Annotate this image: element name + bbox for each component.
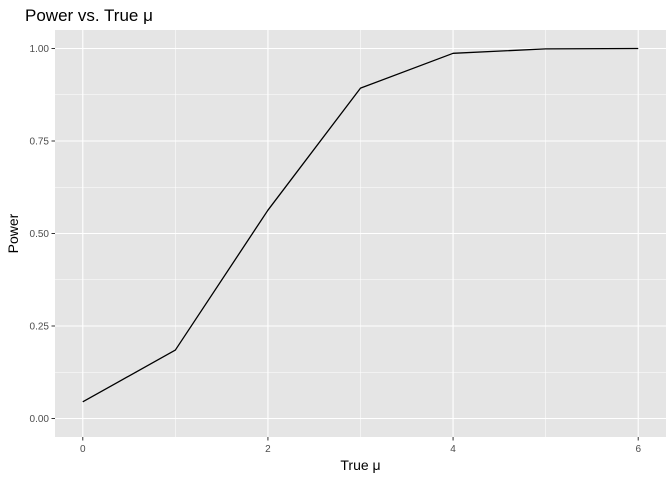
major-gridlines xyxy=(55,30,666,437)
y-tick-label: 0.50 xyxy=(30,229,50,240)
y-axis-title: Power xyxy=(5,213,21,253)
series-line xyxy=(82,47,639,403)
series-layer xyxy=(82,47,639,403)
x-axis: 0 2 4 6 xyxy=(80,437,641,455)
x-tick-label: 2 xyxy=(265,444,271,455)
x-tick-label: 4 xyxy=(450,444,456,455)
y-tick-label: 0.75 xyxy=(30,137,50,148)
x-tick-label: 6 xyxy=(635,444,641,455)
y-tick-label: 0.25 xyxy=(30,322,50,333)
x-tick-label: 0 xyxy=(80,444,86,455)
y-tick-label: 0.00 xyxy=(30,414,50,425)
y-tick-label: 1.00 xyxy=(30,44,50,55)
chart-title: Power vs. True μ xyxy=(25,6,153,25)
y-axis: 0.00 0.25 0.50 0.75 1.00 xyxy=(30,44,55,425)
x-axis-title: True μ xyxy=(340,457,380,473)
